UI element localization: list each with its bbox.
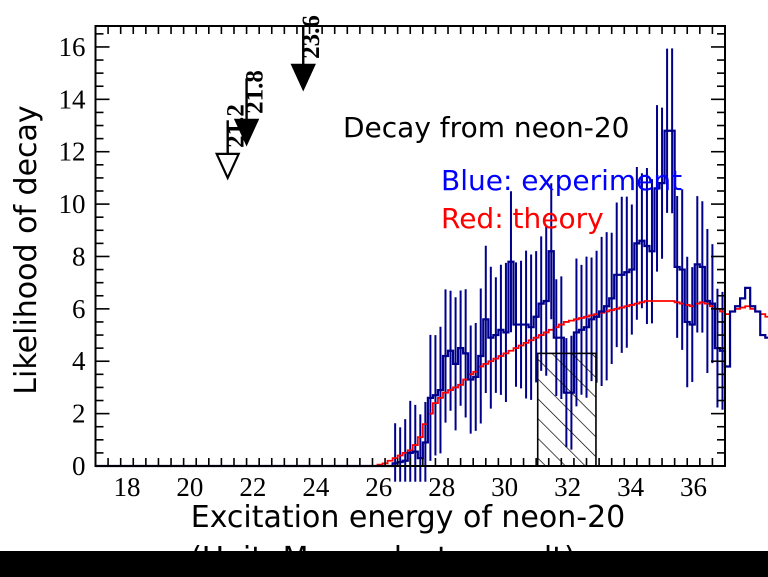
y-tick-label: 14 xyxy=(59,84,87,114)
arrow-21-2-head xyxy=(214,152,241,181)
y-tick-label: 2 xyxy=(72,399,86,429)
x-tick-label: 22 xyxy=(239,472,266,502)
y-tick-label: 8 xyxy=(72,241,86,271)
decay-title-annotation: Decay from neon-20 xyxy=(343,111,629,144)
y-tick-label: 0 xyxy=(72,451,86,481)
x-tick-label: 32 xyxy=(554,472,581,502)
x-axis-ticks xyxy=(94,26,726,466)
experiment-histogram xyxy=(95,129,768,468)
x-tick-label: 24 xyxy=(302,472,330,502)
arrow-21-8-head xyxy=(233,118,260,147)
y-tick-label: 10 xyxy=(59,189,86,219)
x-tick-label: 30 xyxy=(491,472,518,502)
plot-background xyxy=(95,26,725,466)
x-tick-label: 36 xyxy=(680,472,707,502)
legend-experiment-label: Blue: experiment xyxy=(441,164,682,197)
y-tick-label: 12 xyxy=(59,137,86,167)
legend-theory-label: Red: theory xyxy=(441,202,604,235)
arrow-23-6: 23.6 xyxy=(290,15,325,92)
bottom-black-bar xyxy=(0,551,768,577)
x-tick-label: 28 xyxy=(428,472,455,502)
y-tick-label: 4 xyxy=(72,346,86,376)
x-axis-title-line1: Excitation energy of neon-20 xyxy=(191,500,626,535)
x-tick-label: 34 xyxy=(617,472,645,502)
y-axis-title: Likelihood of decay xyxy=(9,105,44,394)
x-tick-label: 18 xyxy=(113,472,140,502)
x-tick-label: 20 xyxy=(176,472,203,502)
arrow-23-6-label: 23.6 xyxy=(298,15,325,59)
arrow-21-8-label: 21.8 xyxy=(242,70,269,114)
theory-step-line xyxy=(95,300,768,467)
y-axis-ticks xyxy=(95,33,725,467)
arrow-23-6-head xyxy=(290,63,316,92)
y-tick-label: 6 xyxy=(72,294,86,324)
arrow-21-8: 21.8 xyxy=(233,70,269,147)
hatched-uncertainty-band xyxy=(536,352,597,467)
y-tick-label: 16 xyxy=(59,32,86,62)
x-tick-label: 26 xyxy=(365,472,392,502)
